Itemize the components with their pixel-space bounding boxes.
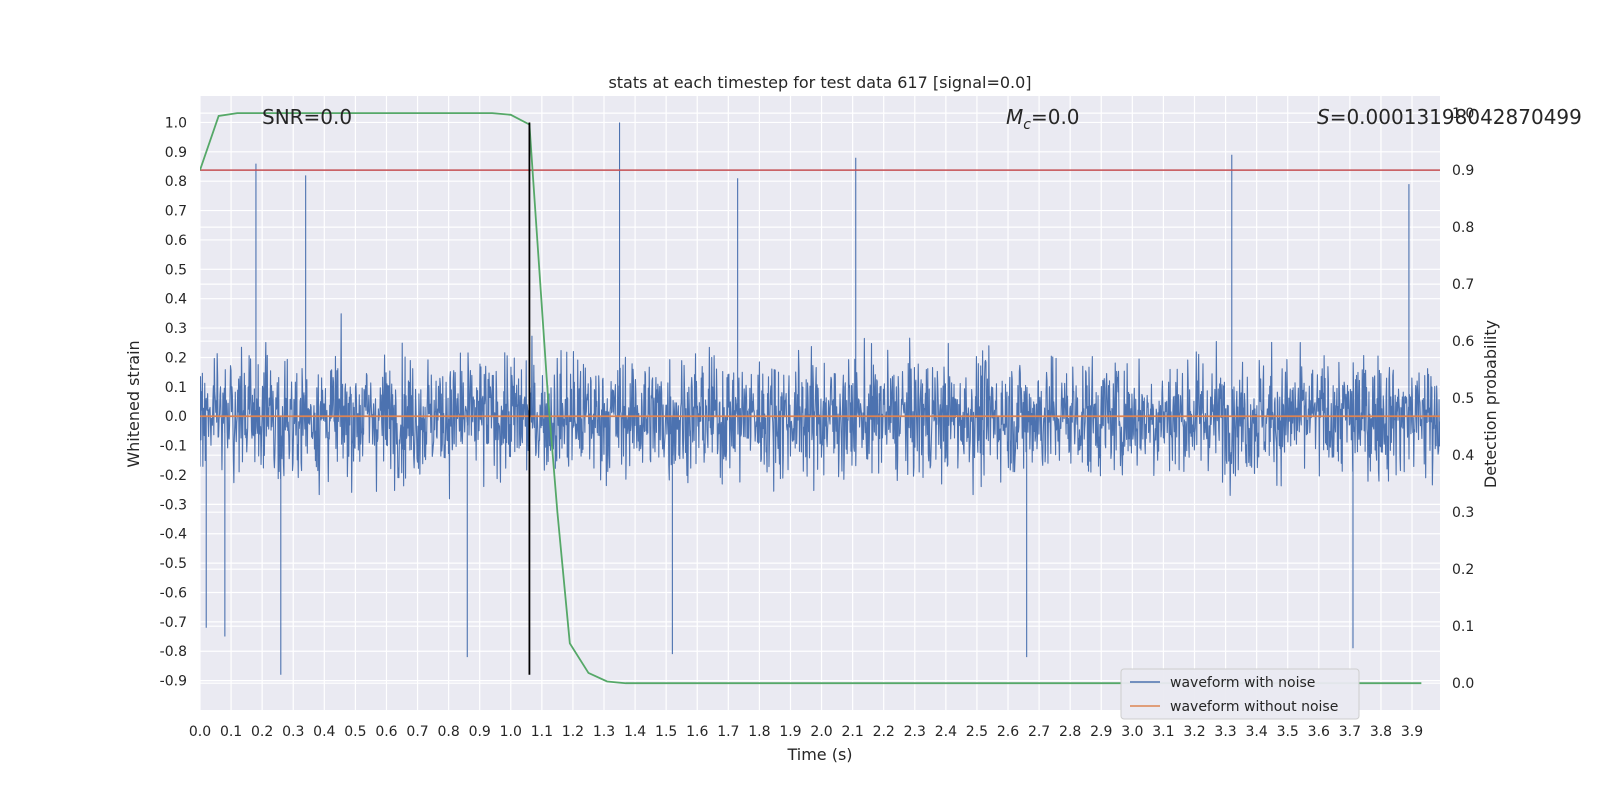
- y-axis-title: Whitened strain: [124, 340, 143, 467]
- x-tick-label: 0.6: [375, 724, 397, 740]
- y-tick-label: -0.6: [160, 585, 187, 601]
- y2-tick-label: 0.3: [1452, 505, 1474, 521]
- x-tick-label: 1.5: [655, 724, 677, 740]
- y2-axis-title: Detection probability: [1481, 320, 1500, 488]
- y-tick-label: -0.2: [160, 468, 187, 484]
- y-axis-ticks: 1.0 0.9 0.8 0.7 0.6 0.5 0.4 0.3 0.2 0.1 0.0 -0.1 -0.…: [160, 115, 187, 689]
- y-tick-label: -0.9: [160, 674, 187, 690]
- y-tick-label: -0.8: [160, 644, 187, 660]
- y-tick-label: -0.1: [160, 439, 187, 455]
- x-tick-label: 0.2: [251, 724, 273, 740]
- y2-tick-label: 0.1: [1452, 619, 1474, 635]
- x-tick-label: 1.9: [779, 724, 801, 740]
- y-tick-label: 0.0: [165, 409, 187, 425]
- y2-tick-label: 0.0: [1452, 676, 1474, 692]
- y2-tick-label: 0.2: [1452, 562, 1474, 578]
- legend-label-waveform-with-noise: waveform with noise: [1170, 675, 1315, 691]
- y-tick-label: -0.3: [160, 497, 187, 513]
- y-tick-label: 0.7: [165, 204, 187, 220]
- y-tick-label: 0.9: [165, 145, 187, 161]
- y2-tick-label: 0.4: [1452, 448, 1474, 464]
- x-tick-label: 2.6: [997, 724, 1019, 740]
- x-tick-label: 2.4: [935, 724, 957, 740]
- y2-tick-label: 1.0: [1452, 106, 1474, 122]
- x-tick-label: 1.2: [562, 724, 584, 740]
- series-lines: [200, 112, 1440, 685]
- y-tick-label: 0.6: [165, 233, 187, 249]
- x-tick-label: 0.7: [406, 724, 428, 740]
- x-tick-label: 3.9: [1401, 724, 1423, 740]
- x-tick-label: 0.3: [282, 724, 304, 740]
- y2-tick-label: 0.6: [1452, 334, 1474, 350]
- series-waveform-with-noise: [200, 122, 1440, 675]
- x-tick-label: 1.8: [748, 724, 770, 740]
- x-tick-label: 0.5: [344, 724, 366, 740]
- y-tick-label: 0.2: [165, 350, 187, 366]
- mc-value: =0.0: [1031, 105, 1080, 129]
- legend-box: [1120, 668, 1360, 720]
- y-tick-label: -0.7: [160, 615, 187, 631]
- x-axis-ticks: 0.0 0.1 0.2 0.3 0.4 0.5 0.6 0.7 0.8 0.9 1.0 1.1 1.2 1…: [189, 724, 1423, 740]
- legend-label-waveform-without-noise: waveform without noise: [1170, 699, 1338, 715]
- x-tick-label: 3.0: [1121, 724, 1143, 740]
- x-axis-title: Time (s): [786, 745, 852, 764]
- mc-annotation: Mc=0.0: [1006, 105, 1080, 133]
- x-tick-label: 0.8: [437, 724, 459, 740]
- legend: waveform with noise waveform without noi…: [1120, 668, 1360, 720]
- s-value: =0.00013198042870499: [1330, 105, 1582, 129]
- chart-title: stats at each timestep for test data 617…: [608, 73, 1031, 92]
- y2-tick-label: 0.7: [1452, 277, 1474, 293]
- mc-subscript: c: [1023, 117, 1031, 133]
- x-tick-label: 3.7: [1339, 724, 1361, 740]
- y-tick-label: 0.5: [165, 262, 187, 278]
- detection-probability-line: [200, 112, 1422, 685]
- x-tick-label: 3.1: [1152, 724, 1174, 740]
- x-tick-label: 1.7: [717, 724, 739, 740]
- snr-annotation: SNR=0.0: [262, 105, 352, 129]
- x-tick-label: 3.8: [1370, 724, 1392, 740]
- s-symbol: S: [1317, 105, 1330, 129]
- y-tick-label: 0.3: [165, 321, 187, 337]
- noise-waveform-line: [200, 122, 1440, 675]
- y-tick-label: 0.4: [165, 292, 187, 308]
- x-tick-label: 1.0: [500, 724, 522, 740]
- y-tick-label: -0.4: [160, 527, 187, 543]
- x-tick-label: 0.9: [469, 724, 491, 740]
- x-tick-label: 3.3: [1214, 724, 1236, 740]
- y-tick-label: 1.0: [165, 115, 187, 131]
- x-tick-label: 1.3: [593, 724, 615, 740]
- y-tick-label: -0.5: [160, 556, 187, 572]
- x-tick-label: 0.1: [220, 724, 242, 740]
- plot-area: [200, 112, 1440, 685]
- s-annotation: S=0.00013198042870499: [1317, 105, 1582, 129]
- mc-symbol: M: [1006, 105, 1023, 129]
- x-tick-label: 1.4: [624, 724, 646, 740]
- x-tick-label: 2.9: [1090, 724, 1112, 740]
- x-tick-label: 2.8: [1059, 724, 1081, 740]
- y2-axis-ticks: 1.0 0.9 0.8 0.7 0.6 0.5 0.4 0.3 0.2 0.1 0.0: [1452, 106, 1474, 692]
- x-tick-label: 0.4: [313, 724, 335, 740]
- x-tick-label: 3.4: [1246, 724, 1268, 740]
- x-tick-label: 1.6: [686, 724, 708, 740]
- x-tick-label: 2.1: [841, 724, 863, 740]
- x-tick-label: 2.5: [966, 724, 988, 740]
- x-tick-label: 2.0: [810, 724, 832, 740]
- x-tick-label: 1.1: [531, 724, 553, 740]
- x-tick-label: 3.5: [1277, 724, 1299, 740]
- y2-tick-label: 0.9: [1452, 163, 1474, 179]
- x-tick-label: 3.6: [1308, 724, 1330, 740]
- x-tick-label: 2.3: [904, 724, 926, 740]
- y2-tick-label: 0.5: [1452, 391, 1474, 407]
- x-tick-label: 0.0: [189, 724, 211, 740]
- x-tick-label: 2.2: [873, 724, 895, 740]
- y-tick-label: 0.1: [165, 380, 187, 396]
- y-tick-label: 0.8: [165, 174, 187, 190]
- x-tick-label: 2.7: [1028, 724, 1050, 740]
- y2-tick-label: 0.8: [1452, 220, 1474, 236]
- x-tick-label: 3.2: [1183, 724, 1205, 740]
